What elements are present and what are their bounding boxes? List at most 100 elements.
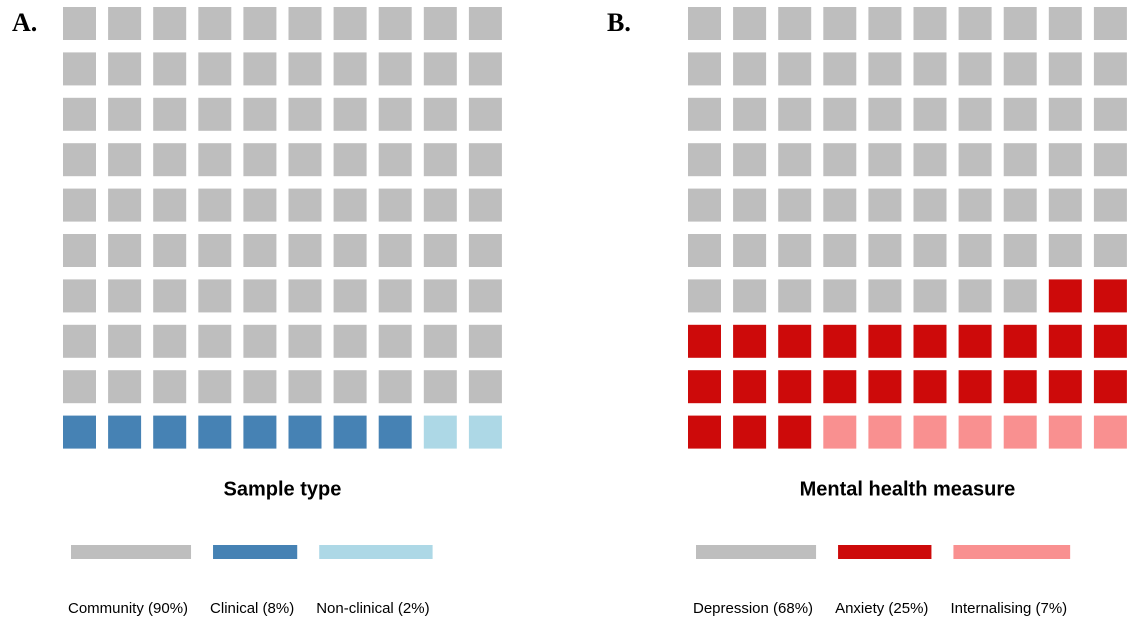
legend-label: Anxiety (25%) <box>835 600 928 617</box>
legend-swatch <box>696 545 817 559</box>
waffle-cell <box>63 234 96 267</box>
waffle-cell <box>153 279 187 313</box>
waffle-cell <box>288 7 322 40</box>
waffle-cell <box>288 188 322 222</box>
waffle-cell <box>288 97 322 131</box>
waffle-cell <box>243 52 277 86</box>
waffle-cell <box>198 415 232 449</box>
waffle-cell <box>108 7 142 40</box>
waffle-cell <box>778 415 812 449</box>
legend-label: Community (90%) <box>68 600 188 617</box>
waffle-cell <box>958 415 992 449</box>
waffle-cell <box>778 7 812 40</box>
waffle-cell <box>198 279 232 313</box>
waffle-cell <box>823 52 857 86</box>
waffle-cell <box>733 234 767 267</box>
waffle-cell <box>1048 415 1082 449</box>
waffle-cell <box>733 188 767 222</box>
waffle-cell <box>868 188 902 222</box>
waffle-cell <box>198 370 232 404</box>
waffle-cell <box>243 234 277 267</box>
waffle-cell <box>1048 7 1082 40</box>
waffle-cell <box>1048 97 1082 131</box>
waffle-cell <box>913 52 947 86</box>
waffle-cell <box>868 7 902 40</box>
waffle-cell <box>1048 52 1082 86</box>
legend-label: Depression (68%) <box>693 600 813 617</box>
waffle-cell <box>868 234 902 267</box>
waffle-cell <box>913 7 947 40</box>
waffle-cell <box>423 97 457 131</box>
waffle-cell <box>688 234 721 267</box>
waffle-cell <box>63 97 96 131</box>
waffle-cell <box>778 52 812 86</box>
waffle-cell <box>778 188 812 222</box>
waffle-cell <box>63 324 96 358</box>
waffle-cell <box>153 415 187 449</box>
waffle-cell <box>733 97 767 131</box>
waffle-cell <box>378 7 412 40</box>
waffle-cell <box>958 188 992 222</box>
waffle-cell <box>63 52 96 86</box>
waffle-cell <box>823 143 857 177</box>
waffle-cell <box>913 234 947 267</box>
waffle-cell <box>868 279 902 313</box>
waffle-cell <box>958 7 992 40</box>
waffle-cell <box>1003 97 1037 131</box>
waffle-cell <box>333 415 367 449</box>
waffle-cell <box>733 52 767 86</box>
waffle-cell <box>63 143 96 177</box>
waffle-cell <box>108 324 142 358</box>
waffle-cell <box>423 7 457 40</box>
waffle-cell <box>288 52 322 86</box>
waffle-cell <box>198 52 232 86</box>
waffle-cell <box>378 279 412 313</box>
waffle-cell <box>288 234 322 267</box>
waffle-cell <box>778 234 812 267</box>
waffle-cell <box>958 279 992 313</box>
waffle-cell <box>108 370 142 404</box>
waffle-cell <box>1003 279 1037 313</box>
waffle-cell <box>913 370 947 404</box>
waffle-cell <box>1093 52 1127 86</box>
waffle-cell <box>153 97 187 131</box>
waffle-cell <box>778 324 812 358</box>
waffle-cell <box>823 234 857 267</box>
waffle-cell <box>688 415 721 449</box>
waffle-cell <box>468 143 502 177</box>
waffle-cell <box>468 415 502 449</box>
waffle-cell <box>423 188 457 222</box>
waffle-cell <box>1003 143 1037 177</box>
waffle-cell <box>1003 370 1037 404</box>
waffle-cell <box>108 279 142 313</box>
legend-swatch <box>71 545 192 559</box>
waffle-cell <box>688 370 721 404</box>
waffle-cell <box>1003 234 1037 267</box>
waffle-cell <box>288 415 322 449</box>
waffle-cell <box>108 188 142 222</box>
waffle-cell <box>468 370 502 404</box>
waffle-cell <box>778 279 812 313</box>
waffle-cell <box>423 370 457 404</box>
waffle-cell <box>423 415 457 449</box>
waffle-cell <box>823 188 857 222</box>
waffle-cell <box>378 52 412 86</box>
waffle-cell <box>243 324 277 358</box>
waffle-cell <box>1003 188 1037 222</box>
waffle-cell <box>378 188 412 222</box>
waffle-cell <box>108 52 142 86</box>
waffle-cell <box>108 97 142 131</box>
waffle-cell <box>378 97 412 131</box>
waffle-cell <box>468 97 502 131</box>
waffle-cell <box>733 370 767 404</box>
waffle-cell <box>733 7 767 40</box>
waffle-cell <box>688 52 721 86</box>
waffle-cell <box>1093 143 1127 177</box>
waffle-cell <box>468 324 502 358</box>
waffle-cell <box>378 370 412 404</box>
waffle-cell <box>198 234 232 267</box>
waffle-cell <box>108 234 142 267</box>
waffle-cell <box>63 188 96 222</box>
waffle-cell <box>1093 7 1127 40</box>
